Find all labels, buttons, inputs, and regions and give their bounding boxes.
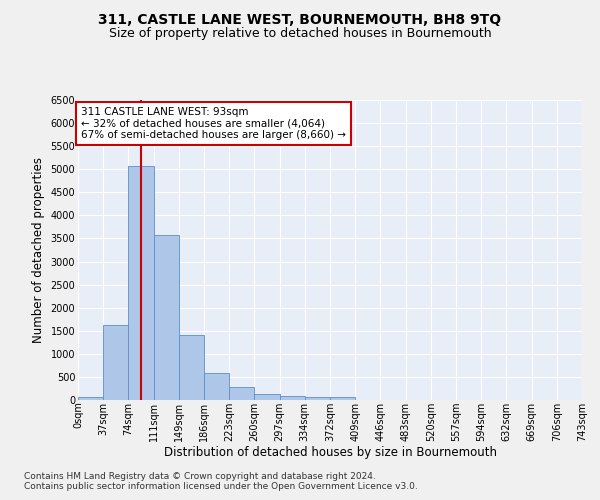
Bar: [103, 325, 128, 400]
Bar: [330, 397, 355, 400]
X-axis label: Distribution of detached houses by size in Bournemouth: Distribution of detached houses by size …: [163, 446, 497, 460]
Bar: [229, 388, 254, 400]
Bar: [128, 166, 154, 400]
Text: 311 CASTLE LANE WEST: 93sqm
← 32% of detached houses are smaller (4,064)
67% of : 311 CASTLE LANE WEST: 93sqm ← 32% of det…: [81, 107, 346, 140]
Text: Size of property relative to detached houses in Bournemouth: Size of property relative to detached ho…: [109, 28, 491, 40]
Bar: [280, 396, 305, 400]
Text: Contains public sector information licensed under the Open Government Licence v3: Contains public sector information licen…: [24, 482, 418, 491]
Text: 311, CASTLE LANE WEST, BOURNEMOUTH, BH8 9TQ: 311, CASTLE LANE WEST, BOURNEMOUTH, BH8 …: [98, 12, 502, 26]
Bar: [204, 374, 229, 400]
Bar: [78, 396, 103, 400]
Bar: [305, 397, 330, 400]
Text: Contains HM Land Registry data © Crown copyright and database right 2024.: Contains HM Land Registry data © Crown c…: [24, 472, 376, 481]
Bar: [179, 336, 204, 400]
Y-axis label: Number of detached properties: Number of detached properties: [32, 157, 45, 343]
Bar: [254, 394, 280, 400]
Bar: [154, 235, 179, 400]
